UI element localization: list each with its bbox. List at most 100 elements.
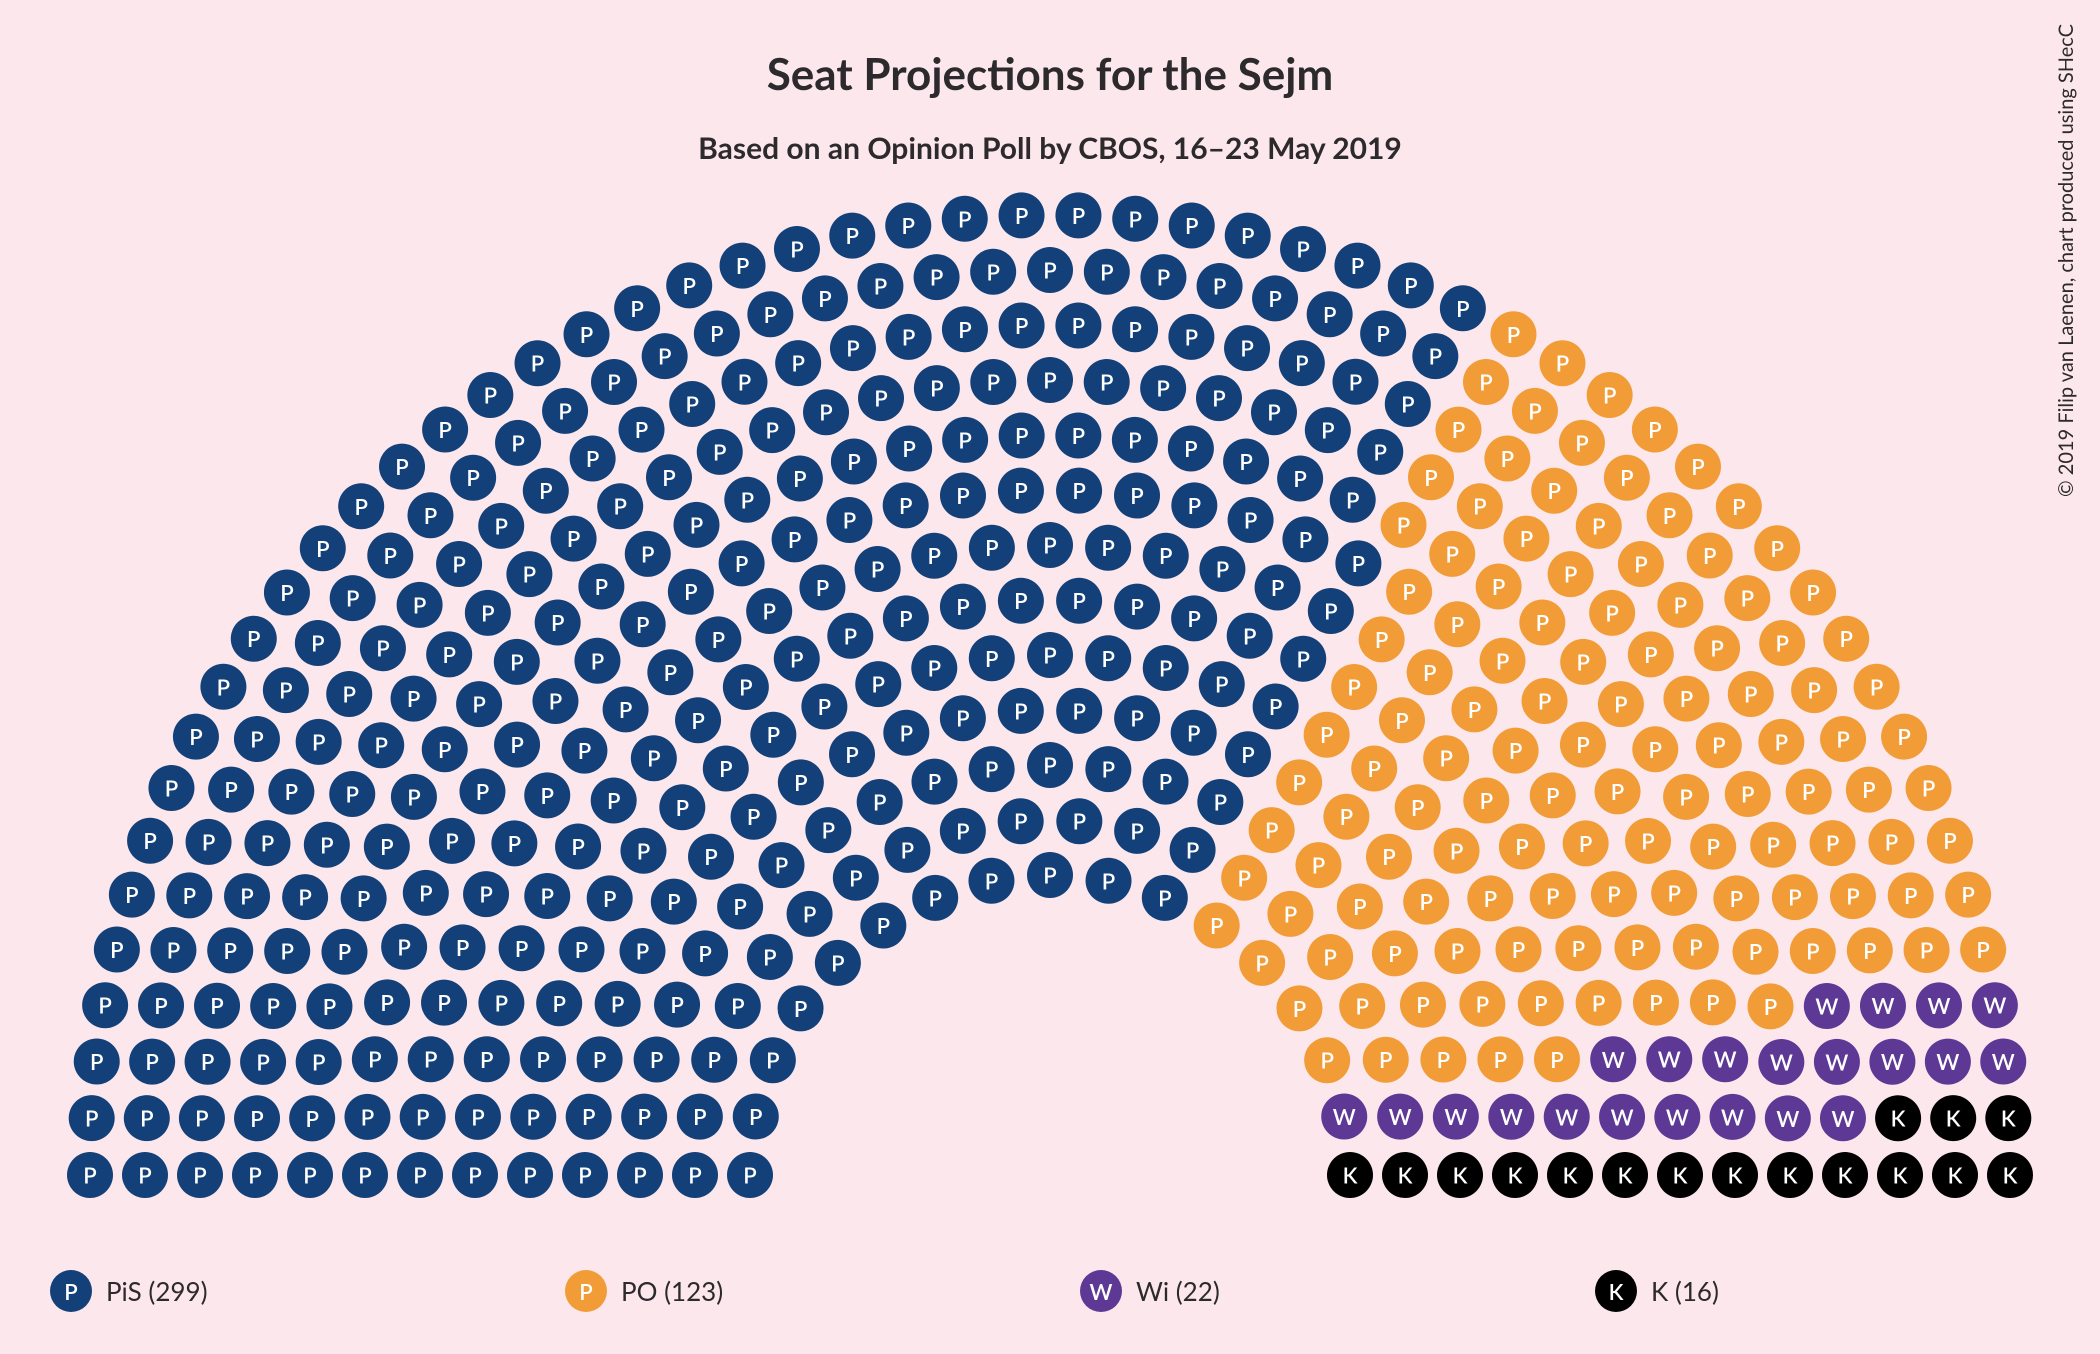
seat-po: P [1728, 671, 1774, 717]
svg-text:P: P [641, 540, 654, 567]
seat-po: P [1576, 980, 1622, 1026]
svg-text:P: P [1376, 320, 1389, 347]
svg-text:P: P [376, 635, 389, 662]
seat-pis: P [1197, 779, 1243, 825]
svg-text:P: P [1634, 551, 1647, 578]
svg-text:P: P [1649, 989, 1662, 1016]
svg-text:P: P [647, 745, 660, 772]
seat-po: P [1339, 983, 1385, 1029]
seat-pis: P [803, 389, 849, 435]
svg-text:P: P [536, 1046, 549, 1073]
seat-wi: W [1599, 1094, 1645, 1140]
svg-text:P: P [1102, 645, 1115, 672]
svg-text:P: P [928, 884, 941, 911]
seat-po: P [1633, 980, 1679, 1026]
svg-text:P: P [1312, 852, 1325, 879]
svg-text:P: P [930, 264, 943, 291]
svg-text:P: P [1184, 435, 1197, 462]
seat-po: P [1423, 735, 1469, 781]
seat-pis: P [1228, 497, 1274, 543]
svg-text:P: P [985, 867, 998, 894]
svg-text:P: P [630, 295, 643, 322]
seat-pis: P [407, 492, 453, 538]
seat-pis: P [524, 873, 570, 919]
svg-text:P: P [736, 252, 749, 279]
svg-text:K: K [1783, 1162, 1798, 1189]
seat-po: P [1386, 569, 1432, 615]
svg-text:P: P [1572, 935, 1585, 962]
svg-text:P: P [1424, 464, 1437, 491]
seat-po: P [1618, 541, 1664, 587]
seat-po: P [1906, 765, 1952, 811]
svg-text:P: P [635, 416, 648, 443]
legend: PPiS (299)PPO (123)WWi (22)KK (16) [50, 1270, 2050, 1312]
svg-text:P: P [684, 578, 697, 605]
seat-pis: P [772, 516, 818, 562]
seat-wi: W [1804, 983, 1850, 1029]
svg-text:P: P [223, 937, 236, 964]
seat-pis: P [564, 311, 610, 357]
seat-pis: P [379, 444, 425, 490]
seat-pis: P [885, 203, 931, 249]
seat-po: P [1477, 1036, 1523, 1082]
svg-text:P: P [846, 335, 859, 362]
seat-pis: P [940, 695, 986, 741]
seat-pis: P [775, 340, 821, 386]
seat-pis: P [1084, 249, 1130, 295]
svg-text:P: P [1512, 936, 1525, 963]
svg-text:P: P [298, 884, 311, 911]
seat-pis: P [940, 808, 986, 854]
svg-text:P: P [138, 1162, 151, 1189]
svg-text:P: P [794, 769, 807, 796]
seat-pis: P [208, 767, 254, 813]
seat-pis: P [263, 667, 309, 713]
seat-pis: P [1114, 695, 1160, 741]
seat-pis: P [759, 842, 805, 888]
svg-text:P: P [902, 212, 915, 239]
seat-pis: P [330, 575, 376, 621]
seat-po: P [1249, 807, 1295, 853]
svg-text:P: P [1102, 756, 1115, 783]
seat-po: P [1868, 819, 1914, 865]
svg-text:P: P [691, 707, 704, 734]
seat-po: P [1407, 649, 1453, 695]
svg-text:P: P [1492, 573, 1505, 600]
seat-pis: P [234, 716, 280, 762]
svg-text:P: P [713, 438, 726, 465]
svg-text:P: P [1484, 885, 1497, 912]
seat-pis: P [703, 745, 749, 791]
svg-text:P: P [1770, 535, 1783, 562]
seat-po: P [1496, 926, 1542, 972]
seat-po: P [1625, 818, 1671, 864]
seat-po: P [1451, 686, 1497, 732]
seat-pis: P [749, 407, 795, 453]
svg-text:P: P [1130, 482, 1143, 509]
svg-text:P: P [1015, 422, 1028, 449]
svg-text:P: P [986, 258, 999, 285]
seat-po: P [1823, 616, 1869, 662]
svg-text:P: P [1397, 511, 1410, 538]
svg-text:P: P [1863, 937, 1876, 964]
svg-text:P: P [189, 723, 202, 750]
svg-text:K: K [1728, 1162, 1743, 1189]
legend-item-pis: PPiS (299) [50, 1270, 505, 1312]
seat-pis: P [1225, 731, 1271, 777]
seat-pis: P [268, 769, 314, 815]
svg-text:P: P [791, 350, 804, 377]
svg-text:W: W [1555, 1103, 1578, 1130]
svg-text:P: P [1667, 879, 1680, 906]
seat-pis: P [799, 565, 845, 611]
seat-pis: P [1227, 613, 1273, 659]
seat-pis: P [884, 827, 930, 873]
svg-text:P: P [1534, 990, 1547, 1017]
seat-pis: P [651, 879, 697, 925]
seat-wi: W [1702, 1036, 1748, 1082]
seat-k: K [1437, 1152, 1483, 1198]
svg-text:P: P [1101, 534, 1114, 561]
svg-text:P: P [380, 833, 393, 860]
seat-pis: P [1360, 311, 1406, 357]
svg-text:P: P [1382, 843, 1395, 870]
legend-item-wi: WWi (22) [1080, 1270, 1535, 1312]
svg-text:P: P [1494, 1046, 1507, 1073]
seat-pis: P [855, 546, 901, 592]
